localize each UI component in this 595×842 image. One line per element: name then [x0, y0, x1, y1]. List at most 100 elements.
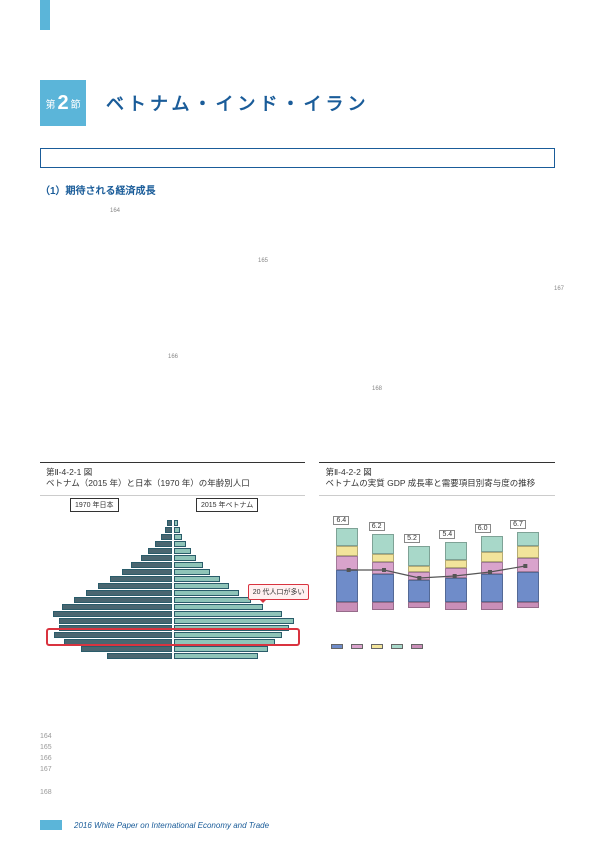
legend-swatch [351, 644, 363, 649]
legend-item [411, 644, 423, 649]
pyramid-bar [148, 548, 172, 554]
pyramid-bar [141, 555, 172, 561]
pyramid-row [52, 590, 172, 596]
legend-swatch [371, 644, 383, 649]
pyramid-row [52, 527, 172, 533]
gdp-segment [336, 528, 358, 546]
page-corner-marker [40, 0, 50, 30]
pyramid-row [52, 597, 172, 603]
pyramid-row [52, 611, 172, 617]
badge-prefix: 第 [45, 96, 55, 111]
gdp-segment [481, 552, 503, 562]
pyramid-row [52, 555, 172, 561]
gdp-segment [445, 578, 467, 602]
gdp-value-label: 6.0 [475, 524, 491, 533]
pyramid-row [52, 520, 172, 526]
pyramid-bar [174, 646, 268, 652]
gdp-segment [408, 566, 430, 572]
pyramid-row [174, 548, 294, 554]
gdp-year-column [331, 512, 361, 632]
pyramid-row [174, 562, 294, 568]
footnote-line: 167 [40, 764, 52, 775]
pyramid-callout: 20 代人口が多い [248, 584, 310, 600]
footnote-line: 164 [40, 731, 52, 742]
gdp-value-label: 6.7 [510, 520, 526, 529]
pyramid-bar [174, 527, 180, 533]
figure-gdp-growth: 第Ⅱ-4-2-2 図 ベトナムの実質 GDP 成長率と需要項目別寄与度の推移 6… [319, 462, 555, 676]
legend-swatch [331, 644, 343, 649]
pyramid-row [52, 534, 172, 540]
gdp-segment [445, 560, 467, 568]
pyramid-bar [86, 590, 172, 596]
pyramid-row [174, 527, 294, 533]
gdp-segment [372, 534, 394, 554]
pyramid-bar [155, 541, 172, 547]
page-footer: 2016 White Paper on International Econom… [40, 820, 269, 830]
pyramid-row [174, 611, 294, 617]
subsection-heading: （1）期待される経済成長 [40, 182, 156, 197]
gdp-legend [331, 644, 543, 649]
pyramid-bar [59, 618, 172, 624]
gdp-value-label: 6.2 [369, 522, 385, 531]
footnotes: 164165166167 168 [40, 731, 52, 798]
pyramid-row [174, 520, 294, 526]
pyramid-label-vietnam: 2015 年ベトナム [196, 498, 258, 512]
pyramid-bar [81, 646, 172, 652]
gdp-year-column [513, 512, 543, 632]
pyramid-bar [174, 653, 258, 659]
pyramid-bar [174, 555, 196, 561]
pyramid-row [52, 569, 172, 575]
gdp-segment-neg [481, 602, 503, 610]
pyramid-row [52, 618, 172, 624]
pyramid-bar [122, 569, 172, 575]
gdp-segment [445, 568, 467, 578]
pyramid-bar [174, 597, 251, 603]
pyramid-bar [53, 611, 172, 617]
badge-suffix: 節 [71, 96, 81, 111]
pyramid-bar [174, 569, 210, 575]
footnote-line: 166 [40, 753, 52, 764]
pyramid-row [174, 541, 294, 547]
pyramid-row [174, 653, 294, 659]
ref-168: 168 [372, 386, 382, 392]
gdp-value-label: 6.4 [333, 516, 349, 525]
legend-swatch [411, 644, 423, 649]
subtitle-box [40, 148, 555, 168]
pyramid-bar [98, 583, 172, 589]
pyramid-row [174, 604, 294, 610]
pyramid-bar [62, 604, 172, 610]
footer-accent-bar [40, 820, 62, 830]
ref-164: 164 [110, 208, 120, 214]
pyramid-row [52, 562, 172, 568]
badge-number: 2 [57, 92, 68, 115]
gdp-segment-neg [372, 602, 394, 610]
ref-165: 165 [258, 258, 268, 264]
pyramid-row [52, 541, 172, 547]
gdp-value-label: 5.4 [439, 530, 455, 539]
figure1-caption-2: ベトナム（2015 年）と日本（1970 年）の年齢別人口 [46, 478, 250, 488]
pyramid-row [52, 576, 172, 582]
pyramid-bar [174, 604, 263, 610]
gdp-value-label: 5.2 [404, 534, 420, 543]
gdp-segment [408, 572, 430, 580]
pyramid-bar [174, 541, 186, 547]
gdp-segment [445, 542, 467, 560]
section-header: 第 2 節 ベトナム・インド・イラン [40, 80, 369, 126]
figure1-title: 第Ⅱ-4-2-1 図 ベトナム（2015 年）と日本（1970 年）の年齢別人口 [40, 463, 305, 496]
gdp-segment-neg [336, 602, 358, 612]
footer-text: 2016 White Paper on International Econom… [74, 821, 269, 830]
footnote-line: 168 [40, 787, 52, 798]
pyramid-bar [174, 576, 220, 582]
section-title: ベトナム・インド・イラン [106, 90, 369, 116]
figure1-caption-1: 第Ⅱ-4-2-1 図 [46, 467, 92, 477]
gdp-segment [372, 562, 394, 574]
gdp-segment-neg [408, 602, 430, 608]
gdp-segment [372, 554, 394, 562]
figure-population-pyramid: 第Ⅱ-4-2-1 図 ベトナム（2015 年）と日本（1970 年）の年齢別人口… [40, 462, 305, 676]
gdp-year-column [404, 512, 434, 632]
pyramid-row [174, 534, 294, 540]
pyramid-bar [174, 520, 178, 526]
footnote-line [40, 776, 52, 787]
gdp-segment [408, 580, 430, 602]
legend-item [351, 644, 363, 649]
